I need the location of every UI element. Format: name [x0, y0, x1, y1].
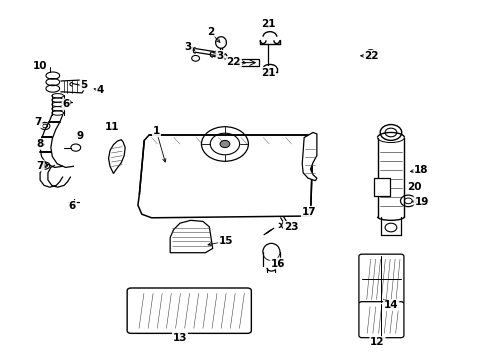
- Text: 1: 1: [153, 126, 160, 136]
- Text: 3: 3: [216, 51, 223, 61]
- Text: 5: 5: [81, 80, 87, 90]
- Polygon shape: [108, 140, 125, 174]
- Text: 21: 21: [260, 68, 275, 78]
- Text: 18: 18: [413, 165, 428, 175]
- Text: 6: 6: [69, 201, 76, 211]
- Polygon shape: [138, 135, 312, 218]
- Text: 22: 22: [226, 57, 241, 67]
- Text: 21: 21: [260, 19, 275, 30]
- Polygon shape: [170, 220, 212, 253]
- Text: 13: 13: [172, 333, 187, 343]
- Text: 19: 19: [413, 197, 428, 207]
- Text: 7: 7: [34, 117, 42, 127]
- FancyBboxPatch shape: [358, 302, 403, 338]
- Text: 15: 15: [218, 236, 233, 246]
- Text: 17: 17: [301, 207, 316, 217]
- Text: 6: 6: [62, 99, 69, 109]
- Text: 10: 10: [33, 60, 47, 71]
- Circle shape: [220, 140, 229, 148]
- Text: 2: 2: [206, 27, 213, 37]
- Text: 7: 7: [36, 161, 44, 171]
- Text: 23: 23: [283, 222, 298, 232]
- Text: 14: 14: [383, 300, 398, 310]
- Text: 22: 22: [364, 51, 378, 61]
- Text: 11: 11: [105, 122, 120, 132]
- FancyBboxPatch shape: [127, 288, 251, 333]
- Polygon shape: [61, 80, 85, 93]
- Polygon shape: [302, 132, 316, 181]
- Text: 20: 20: [407, 182, 421, 192]
- FancyBboxPatch shape: [358, 254, 403, 304]
- Text: 16: 16: [270, 258, 285, 269]
- FancyBboxPatch shape: [237, 59, 259, 66]
- Text: 12: 12: [369, 337, 384, 347]
- Text: 3: 3: [184, 42, 191, 52]
- Text: 9: 9: [76, 131, 83, 141]
- Text: 8: 8: [37, 139, 43, 149]
- FancyBboxPatch shape: [373, 178, 389, 196]
- Text: 4: 4: [96, 85, 104, 95]
